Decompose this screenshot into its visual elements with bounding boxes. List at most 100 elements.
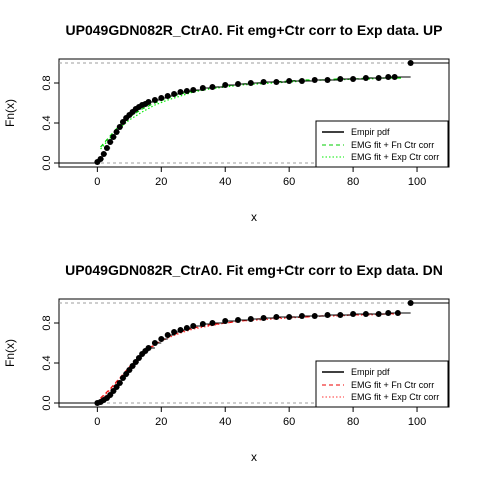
x-axis-label: x [251,450,257,464]
ecdf-point [164,93,171,99]
ecdf-point [119,119,126,125]
x-axis-label: x [251,210,257,224]
ecdf-point [107,139,114,145]
ecdf-point [311,77,318,83]
ecdf-point [324,312,331,318]
y-tick-label: 0.8 [41,75,53,90]
ecdf-point [209,320,216,326]
ecdf-point [247,316,254,322]
y-axis-label: Fn(x) [3,339,17,367]
ecdf-point [97,156,104,162]
ecdf-point [190,323,197,329]
y-tick-label: 0.8 [41,315,53,330]
ecdf-point [222,318,229,324]
ecdf-point [286,314,293,320]
ecdf-point [222,82,229,88]
ecdf-point [391,74,398,80]
legend-label-fit-fn: EMG fit + Fn Ctr corr [351,140,434,150]
ecdf-point [337,312,344,318]
ecdf-point [209,84,216,90]
y-axis: 0.0 0.4 0.8 [41,315,59,411]
ecdf-point [113,129,120,135]
y-tick-label: 0.4 [41,115,53,130]
ecdf-point [350,76,357,82]
x-tick-label: 20 [155,416,167,428]
ecdf-point [158,336,165,342]
y-tick-label: 0.0 [41,395,53,410]
x-axis: 0 20 40 60 80 100 [94,167,426,188]
legend-label-fit-fn: EMG fit + Fn Ctr corr [351,380,434,390]
ecdf-point [145,99,152,105]
ecdf-point [113,384,120,390]
ecdf-point [394,310,401,316]
ecdf-point [123,371,130,377]
ecdf-point [119,375,126,381]
x-tick-label: 40 [219,176,231,188]
x-tick-label: 0 [94,416,100,428]
ecdf-point [132,359,139,365]
legend-label-empirical: Empir pdf [351,127,390,137]
y-axis: 0.0 0.4 0.8 [41,75,59,171]
ecdf-point [298,78,305,84]
x-tick-label: 100 [408,176,426,188]
ecdf-point [350,311,357,317]
ecdf-point [298,313,305,319]
panel-up: UP049GDN082R_CtrA0. Fit emg+Ctr corr to … [3,22,450,224]
ecdf-point [260,315,267,321]
x-tick-label: 100 [408,416,426,428]
ecdf-point [324,77,331,83]
x-tick-label: 20 [155,176,167,188]
ecdf-point [177,327,184,333]
legend-label-fit-exp: EMG fit + Exp Ctr corr [351,392,439,402]
ecdf-point [375,311,382,317]
empirical-series [59,60,449,165]
ecdf-point [103,145,110,151]
x-tick-label: 60 [283,416,295,428]
ecdf-point [273,79,280,85]
ecdf-point [110,134,117,140]
ecdf-point [407,60,414,66]
x-tick-label: 0 [94,176,100,188]
ecdf-point [177,89,184,95]
ecdf-point [151,97,158,103]
y-tick-label: 0.0 [41,155,53,170]
x-tick-label: 80 [347,176,359,188]
ecdf-point [190,87,197,93]
ecdf-point [110,388,117,394]
fit-fn-series [100,77,401,148]
x-tick-label: 60 [283,176,295,188]
plot-frame [58,58,450,168]
legend: Empir pdf EMG fit + Fn Ctr corr EMG fit … [315,360,449,408]
ecdf-point [273,314,280,320]
chart-title: UP049GDN082R_CtrA0. Fit emg+Ctr corr to … [66,22,443,38]
chart-title: UP049GDN082R_CtrA0. Fit emg+Ctr corr to … [65,262,443,278]
legend-box [315,120,449,168]
legend-box [315,360,449,408]
ecdf-point [199,85,206,91]
ecdf-point [375,75,382,81]
ecdf-point [235,81,242,87]
ecdf-point [116,380,123,386]
ecdf-point [129,363,136,369]
ecdf-point [135,355,142,361]
legend: Empir pdf EMG fit + Fn Ctr corr EMG fit … [315,120,449,168]
ecdf-point [100,151,107,157]
ecdf-point [247,80,254,86]
ecdf-point [171,91,178,97]
x-tick-label: 80 [347,416,359,428]
ecdf-point [260,79,267,85]
x-tick-label: 40 [219,416,231,428]
ecdf-point [311,313,318,319]
ecdf-point [107,392,114,398]
ecdf-point [362,75,369,81]
legend-label-fit-exp: EMG fit + Exp Ctr corr [351,152,439,162]
ecdf-point [286,78,293,84]
y-tick-label: 0.4 [41,355,53,370]
ecdf-point [385,310,392,316]
ecdf-point [171,329,178,335]
ecdf-point [385,74,392,80]
y-axis-label: Fn(x) [3,99,17,127]
ecdf-point [151,340,158,346]
fit-fn-line [100,77,401,148]
